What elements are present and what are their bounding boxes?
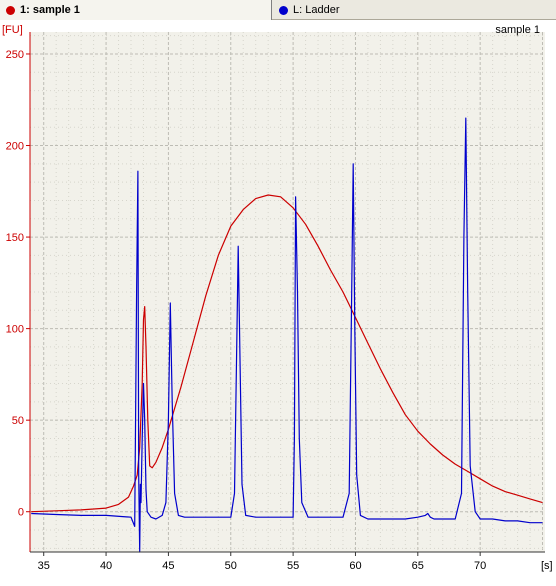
chart-title: sample 1 xyxy=(495,24,540,36)
tab-ladder[interactable]: L: Ladder xyxy=(273,0,556,20)
x-tick-label: 35 xyxy=(38,560,50,572)
y-tick-label: 100 xyxy=(6,324,24,336)
tab-ladder-label: L: Ladder xyxy=(293,4,340,16)
y-tick-label: 200 xyxy=(6,141,24,153)
y-tick-label: 50 xyxy=(12,415,24,427)
x-tick-label: 60 xyxy=(349,560,361,572)
electropherogram-chart: 0 50 100 150 200 250 35 40 45 50 55 60 65 70 [FU] [s]… xyxy=(0,20,556,586)
series-layer xyxy=(31,117,543,553)
axes: 0 50 100 150 200 250 35 40 45 50 55 60 65 70 xyxy=(6,32,545,572)
x-tick-label: 45 xyxy=(162,560,174,572)
x-tick-label: 55 xyxy=(287,560,299,572)
x-tick-label: 40 xyxy=(100,560,112,572)
tab-sample-1-label: 1: sample 1 xyxy=(20,4,80,16)
x-tick-label: 50 xyxy=(225,560,237,572)
tab-bar: 1: sample 1 L: Ladder xyxy=(0,0,556,20)
y-tick-label: 0 xyxy=(18,507,24,519)
series-line-sample-1 xyxy=(31,194,543,513)
y-axis-label: [FU] xyxy=(2,24,23,36)
x-axis-label: [s] xyxy=(541,560,553,572)
x-tick-label: 70 xyxy=(474,560,486,572)
x-tick-label: 65 xyxy=(412,560,424,572)
series-line-ladder xyxy=(31,117,543,553)
chart-svg: 0 50 100 150 200 250 35 40 45 50 55 60 65 70 [FU] [s]… xyxy=(2,24,553,572)
y-tick-label: 150 xyxy=(6,232,24,244)
tab-sample-1[interactable]: 1: sample 1 xyxy=(0,0,272,20)
ladder-color-dot-icon xyxy=(279,5,288,15)
plot-background xyxy=(30,32,545,552)
sample-color-dot-icon xyxy=(6,5,15,15)
y-tick-label: 250 xyxy=(6,49,24,61)
